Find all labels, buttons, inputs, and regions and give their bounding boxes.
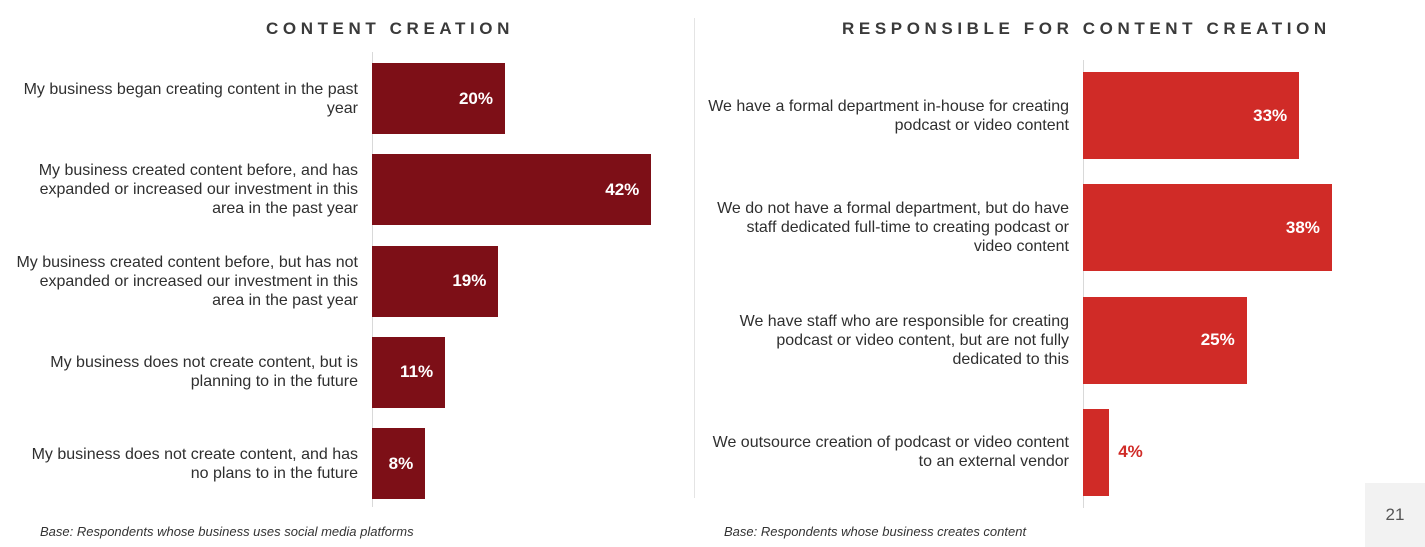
bar-content-creation-2 <box>372 154 652 226</box>
value-label: 25% <box>1200 330 1235 350</box>
value-label: 11% <box>400 362 434 382</box>
category-label: My business does not create content, but… <box>50 354 358 391</box>
category-label: We have staff who are responsible for cr… <box>739 312 1069 368</box>
page-number: 21 <box>1365 483 1425 547</box>
category-label: My business created content before, and … <box>38 162 358 218</box>
category-label: We do not have a formal department, but … <box>717 200 1069 256</box>
panel-divider <box>694 18 695 498</box>
bar-responsible-1 <box>1083 72 1300 159</box>
category-axis-line <box>1083 60 1084 508</box>
base-note-right: Base: Respondents whose business creates… <box>724 524 1027 539</box>
category-label: My business began creating content in th… <box>23 80 358 117</box>
value-label: 19% <box>452 271 487 290</box>
bar-responsible-3 <box>1083 296 1247 384</box>
bar-responsible-2 <box>1083 184 1332 272</box>
value-label: 4% <box>1118 442 1143 462</box>
category-label: My business created content before, but … <box>16 253 358 309</box>
category-label: We outsource creation of podcast or vide… <box>712 434 1069 471</box>
chart-title-responsible-for-content-creation: RESPONSIBLE FOR CONTENT CREATION <box>842 19 1331 38</box>
bar-content-creation-5 <box>372 428 426 499</box>
category-label: We have a formal department in-house for… <box>708 97 1069 134</box>
category-label: My business does not create content, and… <box>31 445 358 482</box>
bar-content-creation-3 <box>372 245 499 317</box>
bar-content-creation-4 <box>372 336 446 408</box>
value-label: 33% <box>1253 105 1288 125</box>
value-label: 42% <box>605 179 640 199</box>
value-label: 8% <box>388 453 414 473</box>
value-label: 20% <box>458 88 493 108</box>
bar-content-creation-1 <box>372 63 505 134</box>
base-note-left: Base: Respondents whose business uses so… <box>40 524 414 539</box>
chart-title-content-creation: CONTENT CREATION <box>266 19 514 38</box>
bar-responsible-4 <box>1083 408 1110 496</box>
value-label: 38% <box>1285 217 1320 237</box>
